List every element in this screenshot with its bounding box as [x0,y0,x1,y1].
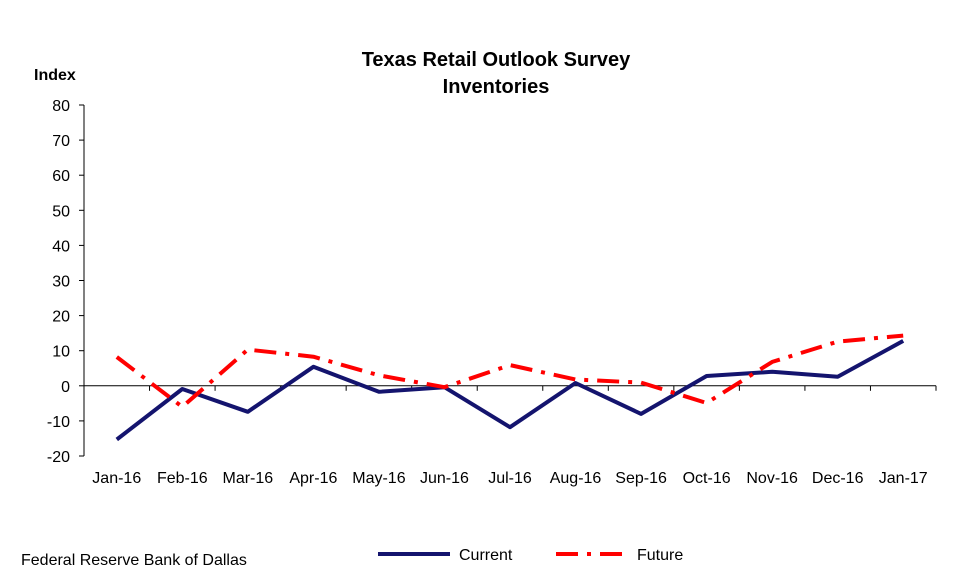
x-tick-label: Jul-16 [488,470,532,487]
chart-title-line-1: Texas Retail Outlook Survey [362,49,631,71]
legend-current-label: Current [459,547,513,564]
y-tick-label: 30 [52,274,70,291]
y-tick-label: 20 [52,309,70,326]
series-line-current [115,339,905,442]
chart-title-line-2: Inventories [443,76,550,98]
x-tick-label: Jan-17 [879,470,928,487]
x-tick-label: Oct-16 [683,470,731,487]
y-tick-label: 50 [52,203,70,220]
x-tick-labels: Jan-16 Feb-16 Mar-16 Apr-16 May-16 Jun-16 Jul-… [92,470,927,487]
x-tick-label: Apr-16 [289,470,337,487]
y-tick-label: -10 [47,414,70,431]
y-tick-labels: 80 70 60 50 40 30 20 10 0 -10 -20 [47,98,70,466]
y-tick-label: 70 [52,133,70,150]
y-tick-label: 80 [52,98,70,115]
y-axis-label: Index [34,67,76,84]
y-tick-label: 10 [52,344,70,361]
x-tick-label: Mar-16 [223,470,274,487]
x-tick-label: Feb-16 [157,470,208,487]
x-tick-label: Aug-16 [550,470,602,487]
legend: Current Future [378,547,683,564]
legend-future-label: Future [637,547,683,564]
x-tick-label: Jun-16 [420,470,469,487]
y-tick-label: 40 [52,238,70,255]
series-lines [115,333,905,442]
x-tick-label: Sep-16 [615,470,667,487]
y-tick-label: 60 [52,168,70,185]
axes [79,104,937,457]
source-note: Federal Reserve Bank of Dallas [21,552,247,569]
x-tick-label: May-16 [352,470,405,487]
x-tick-label: Jan-16 [92,470,141,487]
series-line-future [115,333,904,409]
y-tick-label: 0 [61,379,70,396]
y-tick-label: -20 [47,449,70,466]
x-tick-label: Dec-16 [812,470,864,487]
x-tick-label: Nov-16 [746,470,798,487]
